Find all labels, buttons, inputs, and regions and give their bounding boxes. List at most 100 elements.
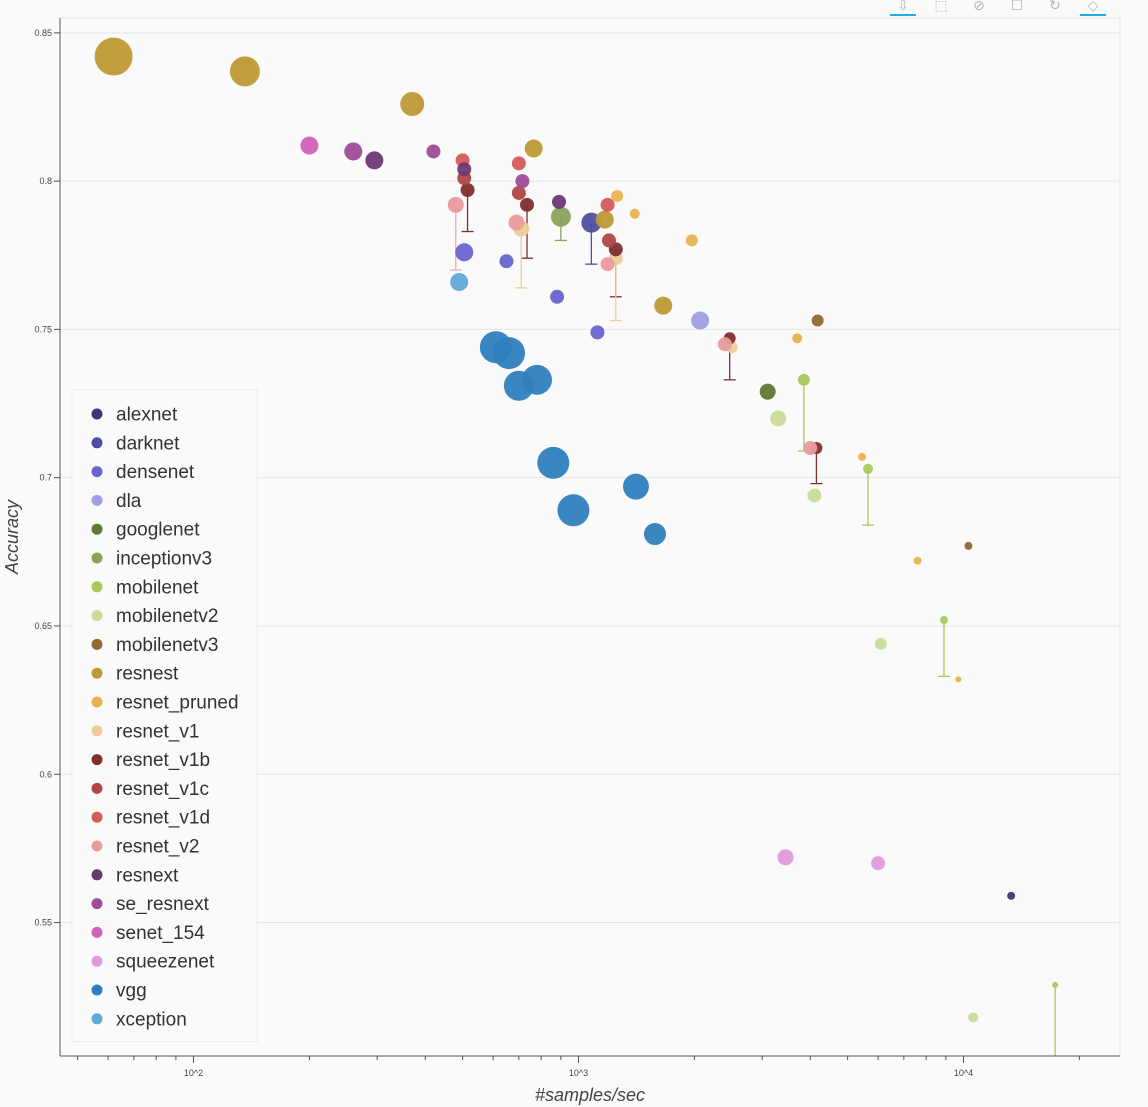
- data-point-resnet_pruned[interactable]: [858, 452, 867, 461]
- reset-icon[interactable]: ↻: [1049, 0, 1061, 13]
- data-point-densenet[interactable]: [455, 243, 474, 262]
- legend-item-resnet_v1b[interactable]: resnet_v1b: [91, 750, 211, 771]
- legend-item-resnet_v1[interactable]: resnet_v1: [91, 721, 200, 742]
- legend-item-squeezenet[interactable]: squeezenet: [91, 952, 215, 973]
- box-zoom-icon[interactable]: ⬚: [934, 0, 948, 13]
- legend-item-resnet_pruned[interactable]: resnet_pruned: [91, 693, 239, 714]
- data-point-resnext[interactable]: [552, 194, 567, 209]
- data-point-resnet_v2[interactable]: [600, 257, 615, 272]
- legend-item-mobilenetv3[interactable]: mobilenetv3: [91, 635, 219, 656]
- data-point-resnest[interactable]: [94, 37, 133, 76]
- legend-item-resnest[interactable]: resnest: [91, 664, 180, 685]
- data-point-resnest[interactable]: [229, 56, 260, 87]
- legend-item-senet_154[interactable]: senet_154: [91, 923, 206, 944]
- data-point-squeezenet[interactable]: [871, 856, 886, 871]
- legend-label: resnet_v1c: [116, 779, 209, 800]
- data-point-densenet[interactable]: [550, 289, 565, 304]
- legend-item-se_resnext[interactable]: se_resnext: [91, 894, 210, 915]
- legend-label: resnet_v1b: [116, 750, 210, 771]
- data-point-resnet_v1b[interactable]: [520, 197, 535, 212]
- data-point-resnest[interactable]: [654, 296, 673, 315]
- data-point-inceptionv3[interactable]: [550, 206, 571, 227]
- legend-item-googlenet[interactable]: googlenet: [91, 520, 201, 541]
- data-point-mobilenetv3[interactable]: [811, 314, 824, 327]
- data-point-vgg[interactable]: [493, 337, 526, 370]
- data-point-resnet_pruned[interactable]: [611, 189, 624, 202]
- data-point-alexnet[interactable]: [1007, 891, 1016, 900]
- legend-item-alexnet[interactable]: alexnet: [91, 405, 178, 426]
- data-point-mobilenet[interactable]: [940, 616, 949, 625]
- y-tick-label: 0.65: [34, 621, 52, 631]
- data-point-se_resnext[interactable]: [426, 144, 441, 159]
- data-point-resnest[interactable]: [524, 139, 543, 158]
- data-point-resnet_v1d[interactable]: [600, 197, 615, 212]
- data-point-resnet_pruned[interactable]: [955, 676, 962, 683]
- legend-item-vgg[interactable]: vgg: [91, 981, 147, 1002]
- data-point-resnext[interactable]: [457, 162, 472, 177]
- legend-marker: [91, 696, 103, 708]
- legend-item-inceptionv3[interactable]: inceptionv3: [91, 549, 213, 570]
- data-point-vgg[interactable]: [622, 473, 649, 500]
- wheel-zoom-icon[interactable]: ⊘: [973, 0, 985, 13]
- data-point-squeezenet[interactable]: [777, 849, 794, 866]
- legend-label: mobilenetv3: [116, 635, 218, 656]
- box-select-icon[interactable]: ☐: [1010, 0, 1024, 13]
- legend-item-mobilenet[interactable]: mobilenet: [91, 577, 200, 598]
- data-point-senet_154[interactable]: [300, 136, 319, 155]
- legend-label: resnet_v1: [116, 721, 199, 742]
- legend-item-mobilenetv2[interactable]: mobilenetv2: [91, 606, 219, 627]
- data-point-se_resnext[interactable]: [515, 174, 530, 189]
- data-point-mobilenetv3[interactable]: [964, 541, 973, 550]
- data-point-resnet_pruned[interactable]: [629, 208, 640, 219]
- data-point-densenet[interactable]: [499, 254, 514, 269]
- legend-item-dla[interactable]: dla: [91, 491, 142, 512]
- legend-marker: [91, 725, 103, 737]
- y-tick-label: 0.7: [39, 473, 52, 483]
- data-point-resnest[interactable]: [400, 92, 425, 117]
- download-icon[interactable]: ⇩: [890, 0, 916, 16]
- hover-icon[interactable]: ◇: [1080, 0, 1106, 16]
- data-point-resnet_v2[interactable]: [508, 214, 525, 231]
- y-axis-title: Accuracy: [2, 499, 22, 575]
- data-point-mobilenetv2[interactable]: [807, 488, 822, 503]
- data-point-resnext[interactable]: [365, 151, 384, 170]
- data-point-densenet[interactable]: [590, 325, 605, 340]
- data-point-se_resnext[interactable]: [344, 142, 363, 161]
- data-point-resnet_v2[interactable]: [717, 337, 732, 352]
- data-point-xception[interactable]: [450, 272, 469, 291]
- legend-item-xception[interactable]: xception: [91, 1009, 187, 1030]
- data-point-googlenet[interactable]: [759, 383, 776, 400]
- data-point-dla[interactable]: [691, 311, 710, 330]
- data-point-resnet_v1c[interactable]: [601, 233, 616, 248]
- data-point-resnet_v2[interactable]: [447, 196, 464, 213]
- legend-item-resnext[interactable]: resnext: [91, 865, 180, 886]
- data-point-mobilenet[interactable]: [1052, 981, 1059, 988]
- legend-item-resnet_v1c[interactable]: resnet_v1c: [91, 779, 209, 800]
- data-point-mobilenet[interactable]: [863, 463, 874, 474]
- data-point-mobilenet[interactable]: [797, 373, 810, 386]
- legend-item-densenet[interactable]: densenet: [91, 462, 195, 483]
- data-point-resnet_v2[interactable]: [803, 441, 818, 456]
- legend-marker: [91, 840, 103, 852]
- data-point-resnet_pruned[interactable]: [913, 556, 922, 565]
- data-point-resnet_v1c[interactable]: [511, 185, 526, 200]
- data-point-resnet_v1d[interactable]: [511, 156, 526, 171]
- data-point-resnet_v1b[interactable]: [460, 183, 475, 198]
- data-point-resnet_pruned[interactable]: [685, 234, 698, 247]
- data-point-mobilenetv2[interactable]: [770, 410, 787, 427]
- legend-item-darknet[interactable]: darknet: [91, 433, 181, 454]
- data-point-vgg[interactable]: [537, 446, 570, 479]
- legend-marker: [91, 638, 103, 650]
- data-point-vgg[interactable]: [557, 494, 590, 527]
- legend-marker: [91, 926, 103, 938]
- data-point-vgg[interactable]: [643, 523, 666, 546]
- legend-marker: [91, 898, 103, 910]
- data-point-vgg[interactable]: [521, 364, 552, 395]
- legend-item-resnet_v2[interactable]: resnet_v2: [91, 837, 200, 858]
- data-point-resnest[interactable]: [595, 210, 614, 229]
- legend-marker: [91, 610, 103, 622]
- data-point-mobilenetv2[interactable]: [968, 1012, 979, 1023]
- data-point-mobilenetv2[interactable]: [874, 637, 887, 650]
- legend-item-resnet_v1d[interactable]: resnet_v1d: [91, 808, 211, 829]
- data-point-resnet_pruned[interactable]: [792, 333, 803, 344]
